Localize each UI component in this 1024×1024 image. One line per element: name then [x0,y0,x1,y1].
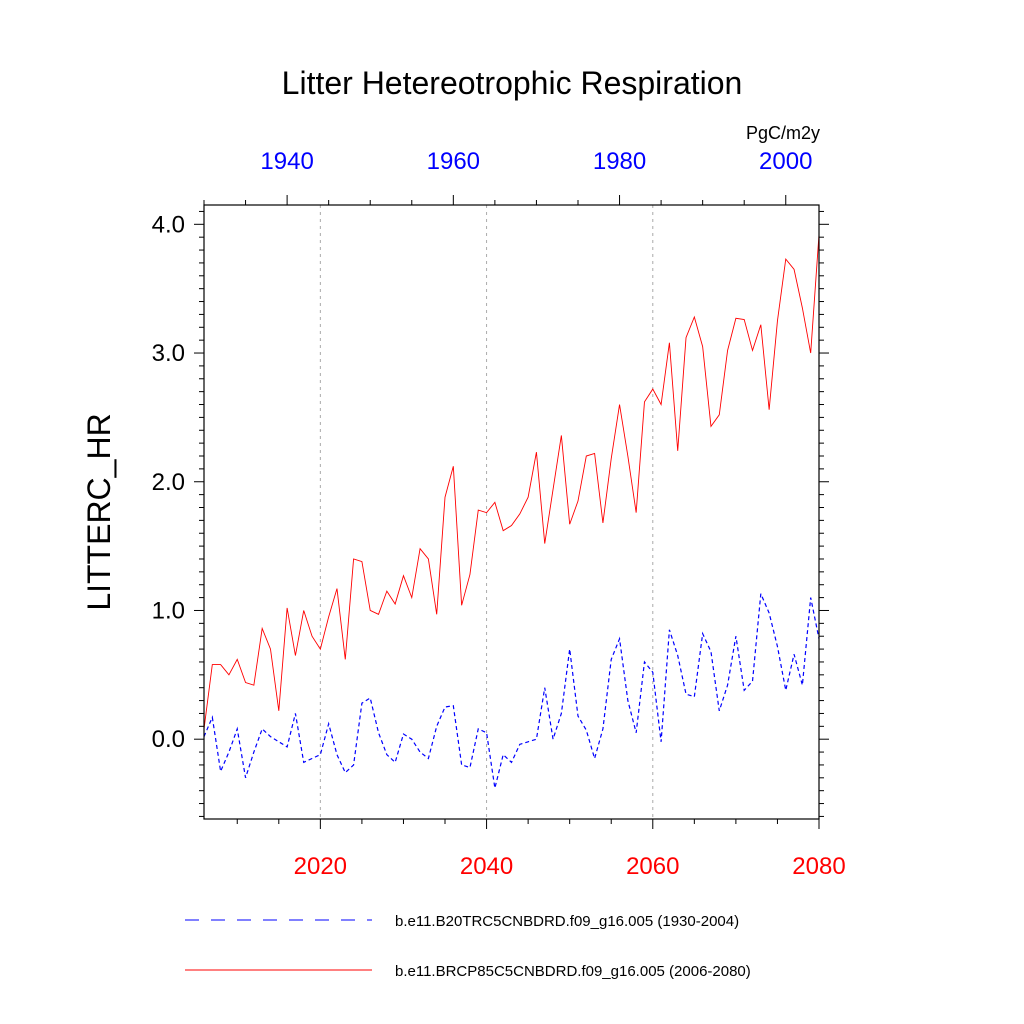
units-label: PgC/m2y [746,123,820,143]
y-tick-label: 2.0 [152,469,185,496]
y-tick-label: 4.0 [152,211,185,238]
x-tick-label-bottom: 2080 [792,853,845,880]
x-tick-label-top: 2000 [759,148,812,175]
x-tick-label-top: 1960 [427,148,480,175]
x-tick-label-bottom: 2060 [626,853,679,880]
gridlines [319,205,654,819]
series-line-1 [203,234,820,729]
legend-label-historical: b.e11.B20TRC5CNBDRD.f09_g16.005 (1930-20… [395,913,739,930]
plot-frame [203,204,820,820]
y-tick-label: 3.0 [152,340,185,367]
x-tick-label-bottom: 2020 [294,853,347,880]
legend: b.e11.B20TRC5CNBDRD.f09_g16.005 (1930-20… [185,913,751,980]
x-tick-label-top: 1980 [593,148,646,175]
y-tick-label: 1.0 [152,597,185,624]
series-lines [203,234,820,789]
x-tick-label-bottom: 2040 [460,853,513,880]
axes: 0.0 1.0 2.0 3.0 4.0 2020 2040 2060 2080 1940 1960 1… [152,148,846,880]
x-tick-label-top: 1940 [260,148,313,175]
legend-label-rcp85: b.e11.BRCP85C5CNBDRD.f09_g16.005 (2006-2… [395,963,751,980]
chart-title: Litter Hetereotrophic Respiration [282,65,743,101]
y-axis-label: LITTERC_HR [81,413,117,610]
y-tick-label: 0.0 [152,726,185,753]
series-line-0 [203,593,820,789]
